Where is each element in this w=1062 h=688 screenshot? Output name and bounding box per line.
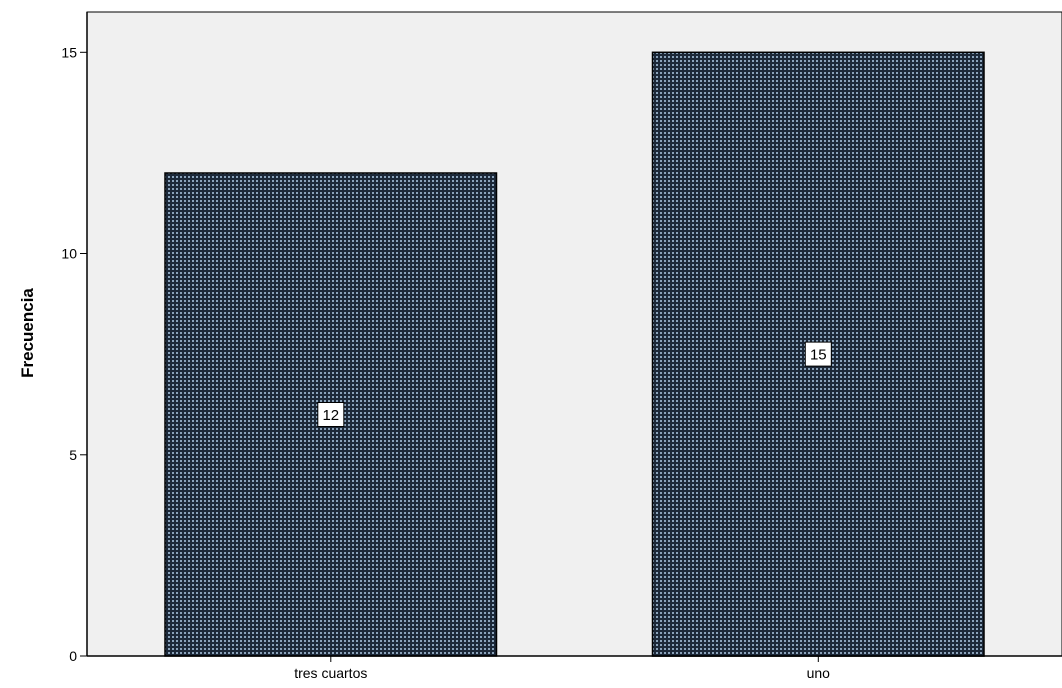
data-label-tres-cuartos: 12 bbox=[317, 402, 345, 427]
y-axis-label: Frecuencia bbox=[18, 288, 37, 378]
x-tick-label: uno bbox=[807, 665, 831, 681]
data-label-box bbox=[804, 341, 832, 367]
data-label-text: 12 bbox=[322, 407, 339, 424]
data-label-text: 15 bbox=[810, 347, 827, 364]
y-axis-ticks: 0 5 10 15 bbox=[61, 44, 87, 664]
x-axis-category-labels: tres cuartos uno bbox=[294, 656, 830, 681]
x-tick-label: tres cuartos bbox=[294, 665, 367, 681]
data-label-box bbox=[317, 402, 345, 427]
y-tick-label: 15 bbox=[61, 44, 77, 60]
data-labels: 12 15 bbox=[317, 341, 832, 427]
data-label-uno: 15 bbox=[804, 341, 832, 367]
y-tick-label: 5 bbox=[69, 447, 77, 463]
y-tick-label: 0 bbox=[69, 648, 77, 664]
y-tick-label: 10 bbox=[61, 246, 77, 262]
